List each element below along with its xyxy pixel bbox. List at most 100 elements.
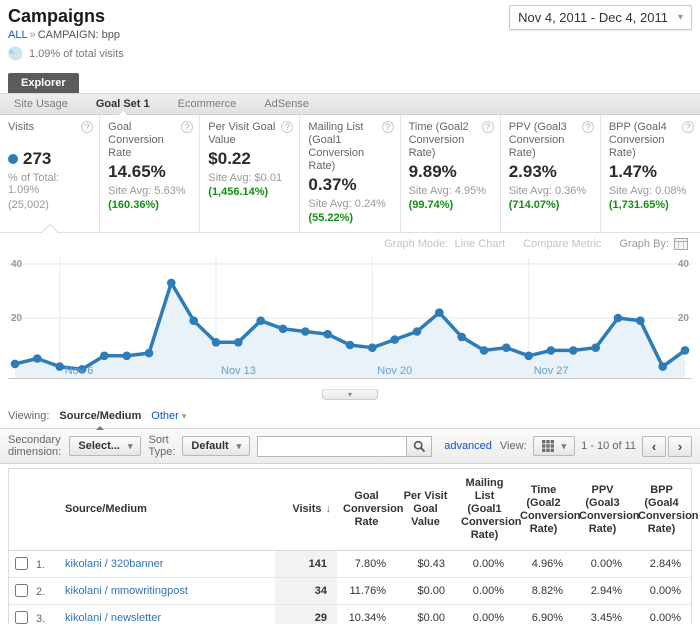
source-medium-table: Source/Medium Visits ↓ Goal Conversion Ra… [8, 468, 699, 624]
help-icon[interactable]: ? [281, 121, 294, 133]
scorecard-site-avg: Site Avg: 5.63% [108, 185, 186, 197]
viewing-other-dropdown[interactable]: Other ▾ [151, 410, 187, 422]
scorecard-site-avg: Site Avg: 0.24% [308, 198, 386, 210]
scorecard-title: Goal Conversion Rate [108, 121, 164, 159]
scorecard-visits[interactable]: Visits ? 273 % of Total: 1.09% (25,002) [0, 115, 99, 233]
row-checkbox[interactable] [15, 557, 28, 570]
cell-goal1: 0.00% [455, 604, 514, 624]
viewing-source-medium[interactable]: Source/Medium [59, 410, 142, 430]
scorecard-title: Visits [8, 121, 35, 133]
row-checkbox[interactable] [15, 611, 28, 624]
cell-per-visit-goal-value: $0.00 [396, 577, 455, 605]
scorecard-delta: (714.07%) [508, 199, 560, 211]
cell-per-visit-goal-value: $0.00 [396, 604, 455, 624]
help-icon[interactable]: ? [481, 121, 494, 133]
source-medium-link[interactable]: kikolani / mmowritingpost [65, 585, 188, 597]
help-icon[interactable]: ? [81, 121, 94, 133]
search-icon [413, 440, 425, 452]
row-checkbox[interactable] [15, 584, 28, 597]
line-chart-svg: 20 20 40 40 Nov 6 Nov 13 Nov 20 Nov 27 [8, 258, 692, 379]
cell-goal2: 8.82% [514, 577, 573, 605]
tab-adsense[interactable]: AdSense [264, 98, 309, 110]
chevron-down-icon: ▾ [677, 12, 683, 23]
scorecard-delta: (55.22%) [308, 212, 354, 224]
graph-by-control[interactable]: Graph By: [619, 238, 688, 250]
breadcrumb-all-link[interactable]: ALL [8, 29, 28, 41]
explorer-tab[interactable]: Explorer [8, 73, 79, 93]
scorecard-mailing-list-goal1[interactable]: Mailing List (Goal1 Conversion Rate) ? 0… [299, 115, 399, 232]
viewing-label: Viewing: [8, 410, 50, 422]
sort-type-button[interactable]: Default ▾ [182, 436, 251, 456]
svg-text:40: 40 [11, 259, 23, 270]
column-header-time-goal2[interactable]: Time (Goal2 Conversion Rate) [514, 469, 581, 551]
help-icon[interactable]: ? [681, 121, 694, 133]
scorecard-title: Per Visit Goal Value [208, 121, 276, 146]
scorecard-per-visit-goal-value[interactable]: Per Visit Goal Value ? $0.22 Site Avg: $… [199, 115, 299, 232]
cell-visits: 29 [275, 604, 337, 624]
table-view-icon [541, 440, 554, 452]
help-icon[interactable]: ? [381, 121, 394, 133]
column-header-source-medium[interactable]: Source/Medium [59, 469, 275, 551]
chevron-down-icon: ▾ [347, 390, 352, 399]
visits-line-chart[interactable]: 20 20 40 40 Nov 6 Nov 13 Nov 20 Nov 27 [8, 254, 692, 390]
previous-page-button[interactable]: ‹ [642, 435, 666, 457]
search-input[interactable] [257, 435, 408, 457]
breadcrumb-separator: » [29, 29, 36, 41]
source-medium-link[interactable]: kikolani / 320banner [65, 558, 164, 570]
scorecard-delta: (99.74%) [408, 199, 454, 211]
help-icon[interactable]: ? [581, 121, 594, 133]
graph-by-label: Graph By: [619, 238, 669, 250]
scorecard-title: Time (Goal2 Conversion Rate) [408, 121, 469, 159]
scorecard-delta: (1,731.65%) [608, 199, 669, 211]
secondary-dimension-label: Secondary dimension: [8, 434, 62, 458]
compare-metric-button[interactable]: Compare Metric [523, 238, 602, 250]
scorecard-subline2: (25,002) [8, 199, 49, 211]
chart-collapse-handle[interactable]: ▾ [322, 389, 378, 400]
scorecard-ppv-goal3[interactable]: PPV (Goal3 Conversion Rate) ? 2.93% Site… [499, 115, 600, 232]
scorecard-title: BPP (Goal4 Conversion Rate) [608, 121, 667, 159]
scorecard-value: 1.47% [608, 162, 658, 181]
scorecard-value: 273 [23, 149, 52, 168]
cell-goal-conversion-rate: 10.34% [337, 604, 396, 624]
goal-tabs: Site Usage Goal Set 1 Ecommerce AdSense [0, 93, 700, 116]
scorecard-time-goal2[interactable]: Time (Goal2 Conversion Rate) ? 9.89% Sit… [399, 115, 500, 232]
column-header-ppv-goal3[interactable]: PPV (Goal3 Conversion Rate) [573, 469, 640, 551]
column-header-visits[interactable]: Visits ↓ [275, 469, 337, 551]
column-header-per-visit-goal-value[interactable]: Per Visit Goal Value [396, 469, 455, 551]
scorecard-delta: (1,456.14%) [208, 186, 269, 198]
tab-goal-set-1[interactable]: Goal Set 1 [95, 98, 150, 116]
search-button[interactable] [406, 435, 433, 457]
source-medium-link[interactable]: kikolani / newsletter [65, 612, 161, 624]
advanced-link[interactable]: advanced [444, 440, 492, 452]
chevron-down-icon: ▾ [127, 440, 133, 451]
scorecard-bpp-goal4[interactable]: BPP (Goal4 Conversion Rate) ? 1.47% Site… [599, 115, 700, 232]
help-icon[interactable]: ? [181, 121, 194, 133]
column-header-mailing-list-goal1[interactable]: Mailing List (Goal1 Conversion Rate) [455, 469, 522, 551]
cell-goal-conversion-rate: 11.76% [337, 577, 396, 605]
secondary-dimension-button[interactable]: Select... ▾ [69, 436, 142, 456]
cell-goal4: 2.84% [649, 558, 681, 570]
cell-goal4: 0.00% [632, 604, 691, 624]
date-range-selector[interactable]: Nov 4, 2011 - Dec 4, 2011 ▾ [509, 5, 692, 30]
row-rank: 2. [36, 586, 46, 598]
scorecard-value: 9.89% [408, 162, 457, 181]
sort-descending-icon: ↓ [325, 503, 332, 515]
view-mode-button[interactable]: ▾ [532, 436, 576, 456]
row-rank: 1. [36, 559, 46, 571]
breadcrumb-campaign: CAMPAIGN: bpp [37, 29, 121, 41]
tab-site-usage[interactable]: Site Usage [14, 98, 68, 110]
next-page-button[interactable]: › [668, 435, 692, 457]
tab-ecommerce[interactable]: Ecommerce [177, 98, 237, 110]
scorecard-goal-conversion-rate[interactable]: Goal Conversion Rate ? 14.65% Site Avg: … [99, 115, 199, 232]
column-header-bpp-goal4[interactable]: BPP (Goal4 Conversion Rate) [632, 469, 699, 551]
scorecard-title: Mailing List (Goal1 Conversion Rate) [308, 121, 365, 172]
scorecard-delta: (160.36%) [108, 199, 159, 211]
cell-goal2: 6.90% [514, 604, 573, 624]
scorecard-subline1: % of Total: 1.09% [8, 172, 60, 196]
pagination-status: 1 - 10 of 11 [581, 440, 636, 452]
breadcrumb: ALL» CAMPAIGN: bpp [8, 29, 692, 41]
svg-text:40: 40 [678, 259, 690, 270]
column-header-goal-conversion-rate[interactable]: Goal Conversion Rate [337, 469, 404, 551]
scorecard-title: PPV (Goal3 Conversion Rate) [508, 121, 567, 159]
